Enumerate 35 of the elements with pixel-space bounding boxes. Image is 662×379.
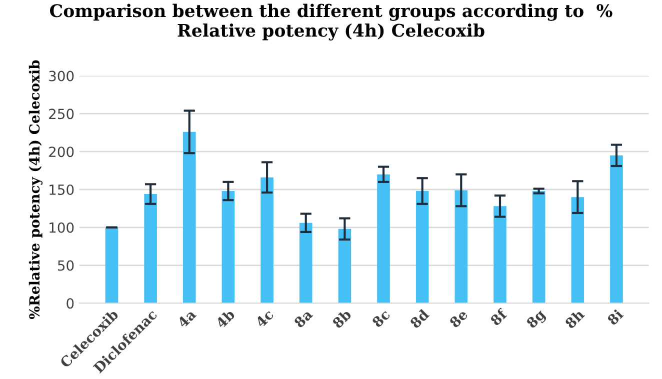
x-tick-label: 8c: [371, 308, 391, 328]
bar: [454, 190, 468, 304]
bar: [222, 191, 235, 304]
bar: [182, 132, 196, 304]
bar: [377, 174, 390, 304]
y-tick-label: 150: [50, 184, 74, 195]
y-tick-label: 100: [50, 222, 74, 233]
x-tick-label: 4c: [254, 308, 274, 328]
x-tick-label: 8g: [526, 308, 548, 331]
x-tick-label: 4a: [176, 308, 197, 328]
chart-title: Comparison between the different groups according to % Relative potency (4h) Celecoxib: [50, 4, 612, 41]
x-tick-label: 8f: [489, 308, 508, 326]
y-tick-label: 0: [66, 298, 74, 309]
bar: [105, 227, 118, 304]
y-axis-title: %Relative potency (4h) Celecoxib: [28, 60, 43, 320]
x-tick-label: 8b: [331, 308, 352, 329]
x-tick-label: 4b: [214, 308, 236, 329]
bar: [416, 191, 429, 304]
x-tick-label: 8i: [606, 308, 624, 326]
bar: [299, 222, 312, 304]
y-tick-label: 250: [49, 108, 74, 120]
bar: [494, 206, 506, 304]
bar: [532, 191, 546, 304]
x-tick-label: 8h: [564, 308, 586, 330]
bar: [571, 197, 584, 304]
y-tick-label: 50: [58, 260, 74, 271]
bar: [144, 194, 157, 304]
x-tick-label: 8d: [409, 308, 430, 329]
x-tick-label: 8e: [448, 308, 468, 328]
bar: [338, 228, 352, 304]
x-tick-label: 8a: [293, 308, 314, 328]
y-tick-label: 300: [49, 70, 74, 82]
bar: [260, 177, 274, 304]
y-tick-label: 200: [49, 146, 74, 158]
bar: [610, 155, 623, 304]
